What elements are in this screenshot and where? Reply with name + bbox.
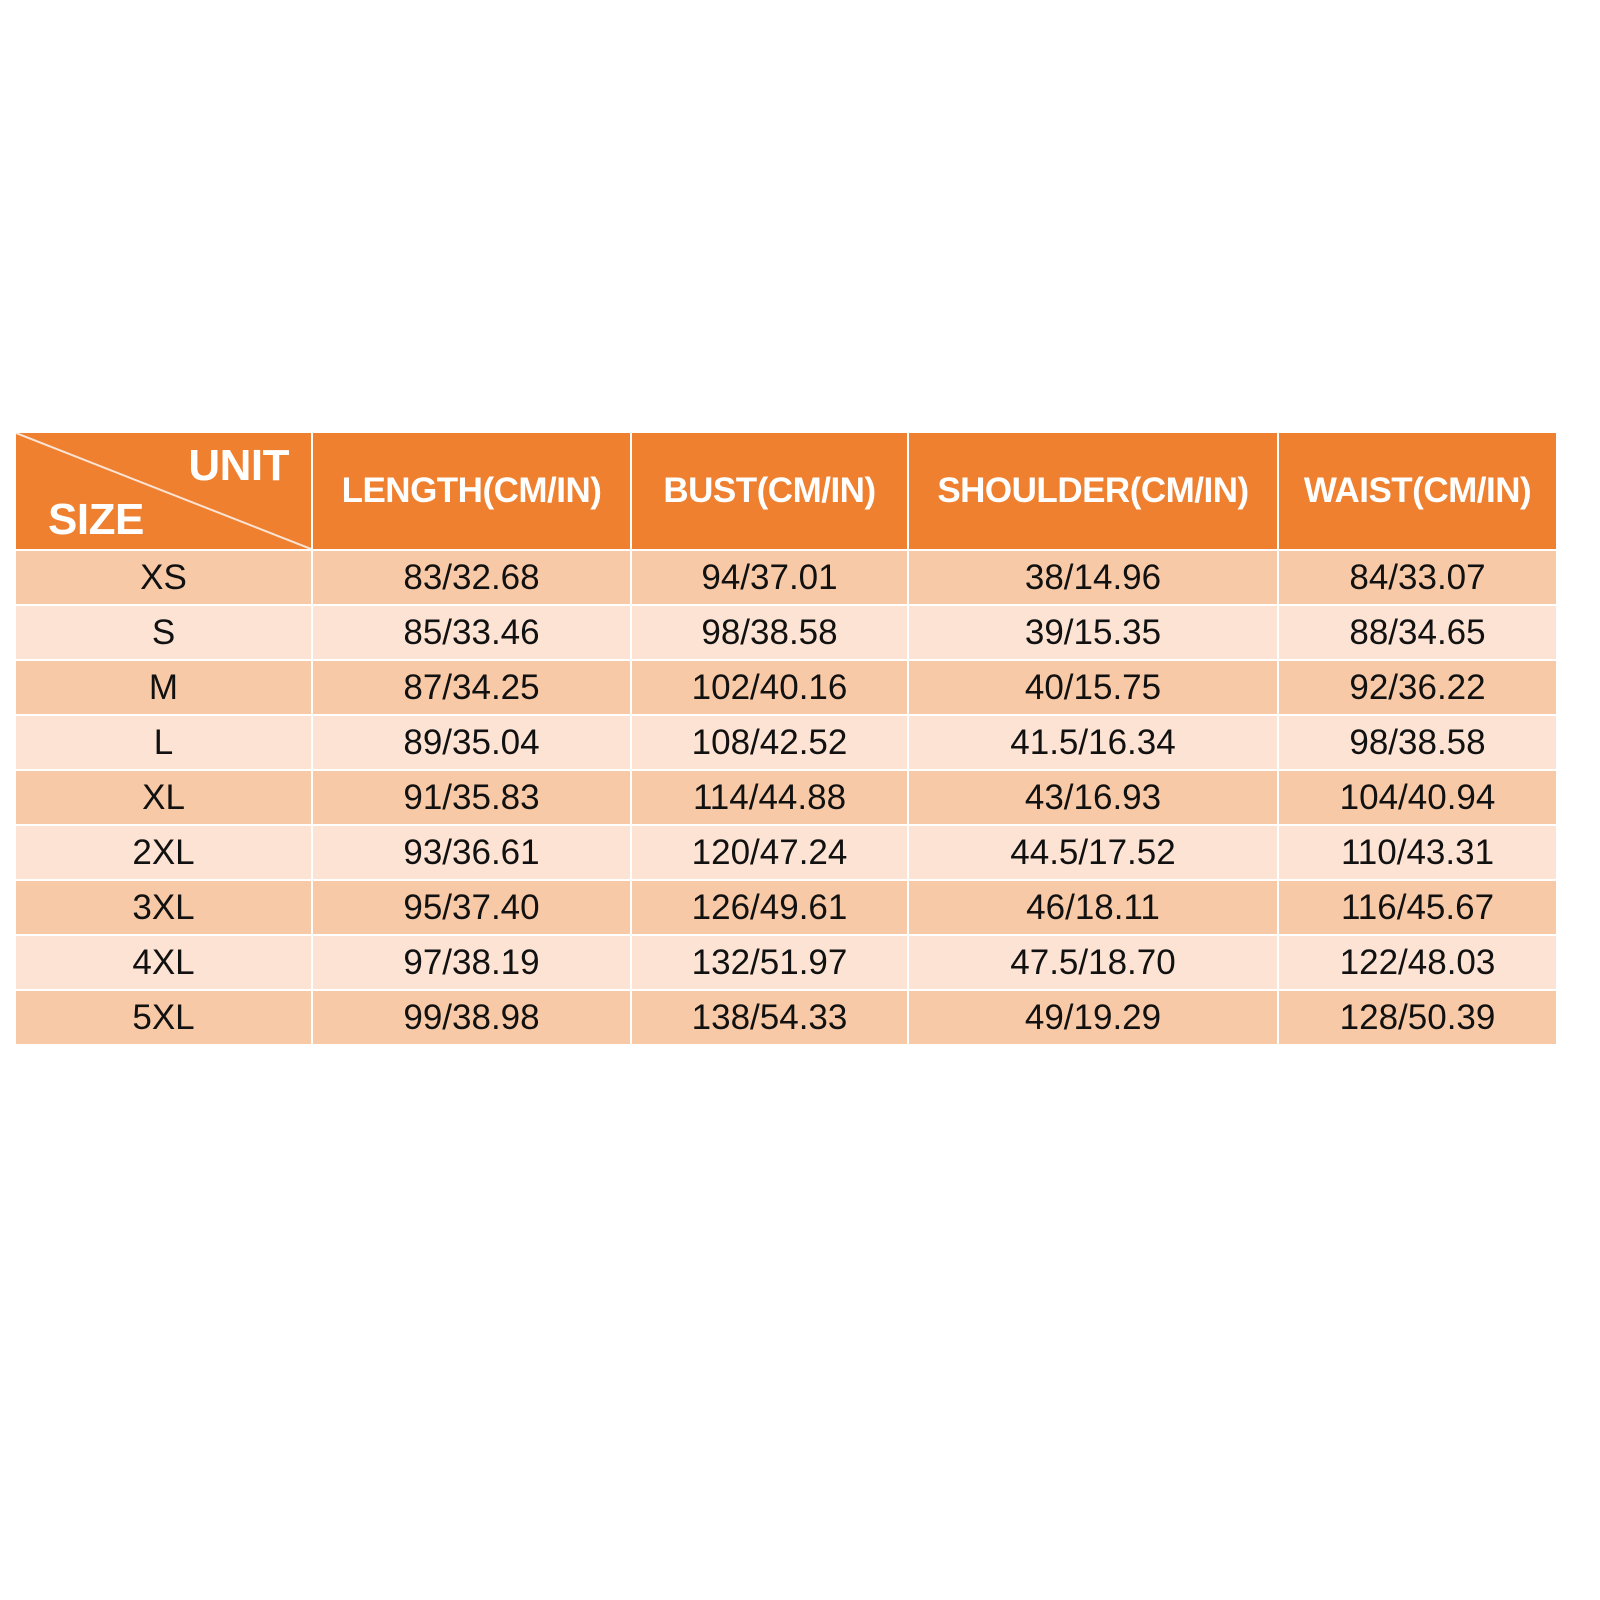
size-label: SIZE [48,495,144,544]
size-cell: 2XL [14,824,313,881]
waist-cell: 88/34.65 [1277,604,1558,661]
length-cell: 97/38.19 [311,934,632,991]
table-row: 4XL 97/38.19 132/51.97 47.5/18.70 122/48.03 [14,934,1558,991]
table-row: XL 91/35.83 114/44.88 43/16.93 104/40.94 [14,769,1558,826]
waist-cell: 104/40.94 [1277,769,1558,826]
table-row: XS 83/32.68 94/37.01 38/14.96 84/33.07 [14,549,1558,606]
shoulder-cell: 41.5/16.34 [907,714,1279,771]
column-header-bust: BUST(CM/IN) [630,431,909,551]
unit-label: UNIT [188,441,289,490]
shoulder-cell: 43/16.93 [907,769,1279,826]
waist-cell: 116/45.67 [1277,879,1558,936]
bust-cell: 108/42.52 [630,714,909,771]
table-row: M 87/34.25 102/40.16 40/15.75 92/36.22 [14,659,1558,716]
size-cell: 3XL [14,879,313,936]
column-header-waist: WAIST(CM/IN) [1277,431,1558,551]
length-cell: 87/34.25 [311,659,632,716]
bust-cell: 98/38.58 [630,604,909,661]
waist-cell: 122/48.03 [1277,934,1558,991]
length-cell: 89/35.04 [311,714,632,771]
size-cell: XL [14,769,313,826]
shoulder-cell: 46/18.11 [907,879,1279,936]
shoulder-cell: 44.5/17.52 [907,824,1279,881]
table-row: L 89/35.04 108/42.52 41.5/16.34 98/38.58 [14,714,1558,771]
size-cell: 5XL [14,989,313,1046]
waist-cell: 110/43.31 [1277,824,1558,881]
bust-cell: 94/37.01 [630,549,909,606]
size-cell: XS [14,549,313,606]
size-cell: L [14,714,313,771]
bust-cell: 120/47.24 [630,824,909,881]
shoulder-cell: 38/14.96 [907,549,1279,606]
size-chart-table: UNIT SIZE LENGTH(CM/IN) BUST(CM/IN) SHOU… [14,431,1558,1046]
shoulder-cell: 40/15.75 [907,659,1279,716]
bust-cell: 114/44.88 [630,769,909,826]
length-cell: 85/33.46 [311,604,632,661]
waist-cell: 98/38.58 [1277,714,1558,771]
length-cell: 95/37.40 [311,879,632,936]
size-cell: M [14,659,313,716]
shoulder-cell: 39/15.35 [907,604,1279,661]
waist-cell: 128/50.39 [1277,989,1558,1046]
header-row: UNIT SIZE LENGTH(CM/IN) BUST(CM/IN) SHOU… [14,431,1558,551]
table-row: 3XL 95/37.40 126/49.61 46/18.11 116/45.67 [14,879,1558,936]
bust-cell: 102/40.16 [630,659,909,716]
size-cell: S [14,604,313,661]
length-cell: 99/38.98 [311,989,632,1046]
size-cell: 4XL [14,934,313,991]
column-header-shoulder: SHOULDER(CM/IN) [907,431,1279,551]
length-cell: 93/36.61 [311,824,632,881]
bust-cell: 132/51.97 [630,934,909,991]
table-row: 5XL 99/38.98 138/54.33 49/19.29 128/50.39 [14,989,1558,1046]
column-header-length: LENGTH(CM/IN) [311,431,632,551]
shoulder-cell: 47.5/18.70 [907,934,1279,991]
waist-cell: 84/33.07 [1277,549,1558,606]
bust-cell: 138/54.33 [630,989,909,1046]
bust-cell: 126/49.61 [630,879,909,936]
shoulder-cell: 49/19.29 [907,989,1279,1046]
length-cell: 83/32.68 [311,549,632,606]
corner-header-cell: UNIT SIZE [14,431,313,551]
waist-cell: 92/36.22 [1277,659,1558,716]
length-cell: 91/35.83 [311,769,632,826]
diagonal-divider [16,433,311,549]
table-row: 2XL 93/36.61 120/47.24 44.5/17.52 110/43.31 [14,824,1558,881]
table-row: S 85/33.46 98/38.58 39/15.35 88/34.65 [14,604,1558,661]
